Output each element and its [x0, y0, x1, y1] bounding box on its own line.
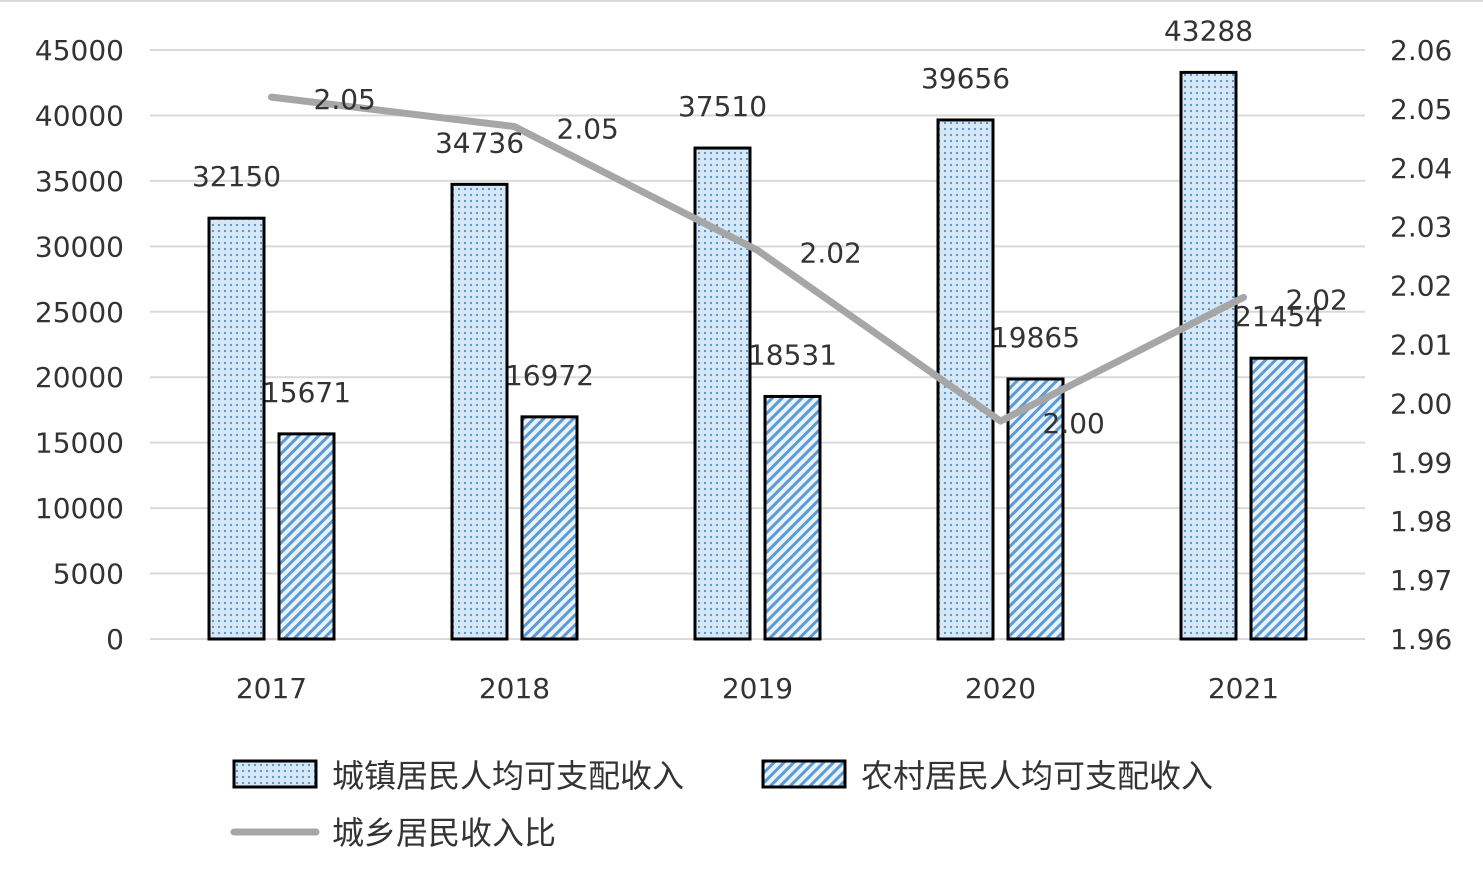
rural-income-bar [279, 434, 334, 639]
category-axis-ticks: 2017 2018 2019 2020 2021 [236, 672, 1279, 705]
urban-income-label: 39656 [921, 62, 1010, 95]
right-tick-label: 2.03 [1390, 211, 1452, 244]
left-axis-ticks: 0 5000 10000 15000 20000 25000 30000 35000 40000… [35, 34, 124, 656]
right-tick-label: 1.99 [1390, 446, 1452, 479]
legend-urban: 城镇居民人均可支配收入 [234, 757, 684, 795]
right-tick-label: 2.04 [1390, 152, 1452, 185]
urban-income-label: 37510 [678, 90, 767, 123]
left-tick-label: 30000 [35, 230, 124, 263]
urban-income-label: 34736 [435, 126, 524, 159]
category-label: 2018 [479, 672, 550, 705]
data-labels: 32150 34736 37510 39656 43288 15671 16972 18531… [192, 14, 1348, 440]
left-tick-label: 40000 [35, 99, 124, 132]
legend-rural: 农村居民人均可支配收入 [763, 757, 1213, 795]
right-tick-label: 2.05 [1390, 93, 1452, 126]
rural-income-label: 15671 [262, 376, 351, 409]
ratio-line-path [272, 97, 1244, 421]
rural-income-bar [765, 396, 820, 639]
urban-income-bar [209, 218, 264, 639]
rural-income-label: 16972 [505, 359, 594, 392]
category-label: 2019 [722, 672, 793, 705]
right-tick-label: 2.02 [1390, 270, 1452, 303]
left-tick-label: 0 [106, 623, 124, 656]
ratio-label: 2.05 [314, 83, 376, 116]
category-label: 2017 [236, 672, 307, 705]
left-tick-label: 10000 [35, 492, 124, 525]
left-tick-label: 15000 [35, 427, 124, 460]
urban-income-bar [452, 184, 507, 639]
ratio-label: 2.02 [1286, 283, 1348, 316]
ratio-line [271, 97, 1243, 421]
legend-label: 农村居民人均可支配收入 [861, 757, 1213, 795]
right-tick-label: 2.01 [1390, 329, 1452, 362]
right-tick-label: 1.97 [1390, 564, 1452, 597]
left-tick-label: 25000 [35, 296, 124, 329]
left-tick-label: 20000 [35, 361, 124, 394]
right-tick-label: 1.96 [1390, 623, 1452, 656]
legend-label: 城乡居民收入比 [332, 814, 556, 852]
right-tick-label: 2.00 [1390, 387, 1452, 420]
rural-income-label: 18531 [748, 338, 837, 371]
category-label: 2021 [1208, 672, 1279, 705]
legend-swatch [763, 761, 845, 787]
ratio-label: 2.05 [557, 113, 619, 146]
legend-swatch [234, 761, 316, 787]
legend-label: 城镇居民人均可支配收入 [332, 757, 684, 795]
urban-income-bar [1181, 72, 1236, 639]
rural-income-bar [1251, 358, 1306, 639]
left-tick-label: 35000 [35, 165, 124, 198]
right-tick-label: 1.98 [1390, 505, 1452, 538]
urban-income-label: 32150 [192, 160, 281, 193]
category-label: 2020 [965, 672, 1036, 705]
left-tick-label: 5000 [53, 558, 124, 591]
rural-income-bar [522, 417, 577, 639]
legend-ratio: 城乡居民收入比 [234, 814, 556, 852]
rural-income-label: 19865 [991, 321, 1080, 354]
left-tick-label: 45000 [35, 34, 124, 67]
urban-income-label: 43288 [1164, 14, 1253, 47]
right-axis-ticks: 1.96 1.97 1.98 1.99 2.00 2.01 2.02 2.03 2.04 2.05… [1390, 34, 1452, 656]
right-tick-label: 2.06 [1390, 34, 1452, 67]
ratio-label: 2.00 [1043, 407, 1105, 440]
ratio-label: 2.02 [800, 236, 862, 269]
